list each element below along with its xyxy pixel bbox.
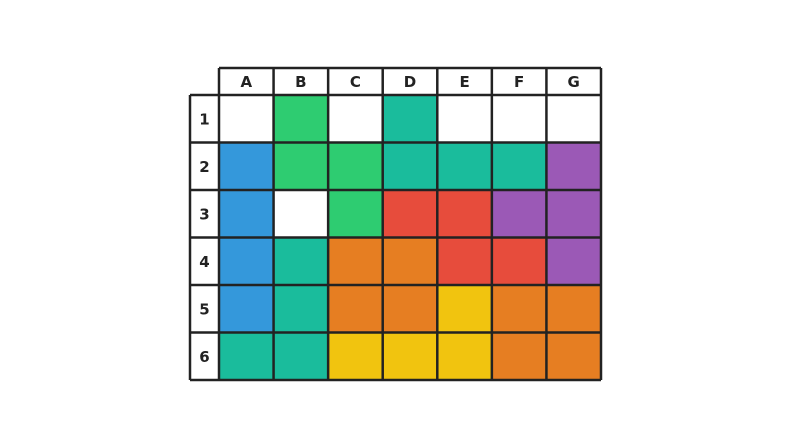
cell: [546, 190, 601, 238]
cell: [382, 142, 438, 190]
cell: [546, 332, 601, 380]
row-header: 4: [199, 253, 209, 271]
column-header: A: [240, 73, 252, 91]
cell: [219, 95, 274, 143]
cell: [491, 237, 547, 285]
cell: [437, 190, 492, 238]
cell: [273, 190, 329, 238]
cell: [491, 142, 547, 190]
cell: [219, 285, 274, 333]
cell: [273, 285, 329, 333]
column-header: E: [459, 73, 469, 91]
cell: [546, 285, 601, 333]
cell: [273, 142, 329, 190]
column-header: F: [514, 73, 524, 91]
cell: [437, 332, 492, 380]
cell: [437, 285, 492, 333]
cell: [437, 95, 492, 143]
row-header: 6: [199, 348, 209, 366]
row-header: 2: [199, 158, 209, 176]
cell: [491, 190, 547, 238]
cell: [491, 332, 547, 380]
cell: [382, 332, 438, 380]
column-header: D: [404, 73, 416, 91]
cell: [219, 332, 274, 380]
cell: [546, 95, 601, 143]
cell: [219, 190, 274, 238]
column-header: G: [568, 73, 580, 91]
cell: [546, 237, 601, 285]
cell: [273, 237, 329, 285]
cell: [328, 142, 383, 190]
cell: [273, 95, 329, 143]
cell: [382, 237, 438, 285]
cell: [328, 190, 383, 238]
cell: [491, 95, 547, 143]
cell: [382, 285, 438, 333]
cell: [382, 190, 438, 238]
cell: [546, 142, 601, 190]
row-header: 1: [199, 110, 209, 128]
row-header: 3: [199, 205, 209, 223]
cell: [328, 237, 383, 285]
column-header: C: [350, 73, 361, 91]
cell: [219, 142, 274, 190]
cell: [328, 332, 383, 380]
cell: [219, 237, 274, 285]
cell: [328, 285, 383, 333]
cell: [328, 95, 383, 143]
column-header-band: [219, 68, 601, 95]
row-header: 5: [199, 300, 209, 318]
cell: [382, 95, 438, 143]
cell: [437, 142, 492, 190]
cell: [437, 237, 492, 285]
column-header: B: [295, 73, 306, 91]
cell: [491, 285, 547, 333]
cell: [273, 332, 329, 380]
